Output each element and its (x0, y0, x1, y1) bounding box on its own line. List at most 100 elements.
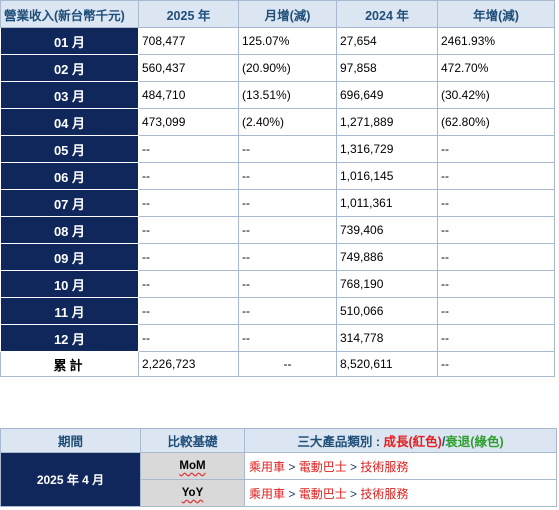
revenue-header-row: 營業收入(新台幣千元) 2025 年 月增(減) 2024 年 年增(減) (0, 0, 555, 28)
comparison-row-mom: 2025 年 4 月 MoM 乘用車 > 電動巴士 > 技術服務 (0, 452, 557, 507)
total-2025: 2,226,723 (138, 351, 239, 377)
month-label: 10 月 (0, 270, 139, 298)
month-row: 01 月 708,477 125.07% 27,654 2461.93% (0, 27, 555, 55)
category-separator: / (441, 435, 446, 449)
value-yoy: -- (437, 243, 555, 271)
value-mom: (2.40%) (238, 108, 337, 136)
value-2025: 708,477 (138, 27, 239, 55)
product-sep: > (285, 459, 299, 474)
value-mom: -- (238, 270, 337, 298)
product-electric-bus: 電動巴士 (298, 486, 347, 501)
product-sep: > (346, 459, 361, 474)
total-mom: -- (238, 351, 337, 377)
value-2025: -- (138, 189, 239, 217)
product-electric-bus: 電動巴士 (298, 459, 347, 474)
month-label: 05 月 (0, 135, 139, 163)
month-row: 12 月 -- -- 314,778 -- (0, 324, 555, 352)
header-mom: 月增(減) (238, 0, 337, 28)
month-label: 08 月 (0, 216, 139, 244)
value-2024: 97,858 (336, 54, 438, 82)
product-sep: > (346, 486, 361, 501)
header-basis: 比較基礎 (140, 428, 245, 453)
month-row: 02 月 560,437 (20.90%) 97,858 472.70% (0, 54, 555, 82)
month-label: 02 月 (0, 54, 139, 82)
comparison-row-yoy: YoY 乘用車 > 電動巴士 > 技術服務 (1, 479, 557, 507)
value-2024: 1,316,729 (336, 135, 438, 163)
month-label: 03 月 (0, 81, 139, 109)
basis-mom-label: MoM (179, 460, 206, 472)
value-yoy: (30.42%) (437, 81, 555, 109)
product-passenger-car: 乘用車 (249, 459, 286, 474)
basis-yoy: YoY (140, 479, 245, 507)
value-2025: -- (138, 270, 239, 298)
value-mom: -- (238, 162, 337, 190)
month-label: 01 月 (0, 27, 139, 55)
month-label: 04 月 (0, 108, 139, 136)
month-row: 05 月 -- -- 1,316,729 -- (0, 135, 555, 163)
header-2025: 2025 年 (138, 0, 239, 28)
period-cell: 2025 年 4 月 (0, 452, 141, 507)
value-2024: 27,654 (336, 27, 438, 55)
value-2024: 314,778 (336, 324, 438, 352)
comparison-table: 期間 比較基礎 三大產品類別 : 成長(紅色)/衰退(綠色) 2025 年 4 … (0, 428, 557, 507)
product-tech-service: 技術服務 (360, 459, 409, 474)
value-2024: 1,011,361 (336, 189, 438, 217)
basis-yoy-label: YoY (181, 487, 204, 499)
month-row: 03 月 484,710 (13.51%) 696,649 (30.42%) (0, 81, 555, 109)
value-mom: -- (238, 324, 337, 352)
month-row: 04 月 473,099 (2.40%) 1,271,889 (62.80%) (0, 108, 555, 136)
month-label: 12 月 (0, 324, 139, 352)
month-label: 06 月 (0, 162, 139, 190)
value-2024: 749,886 (336, 243, 438, 271)
revenue-table: 營業收入(新台幣千元) 2025 年 月增(減) 2024 年 年增(減) 01… (0, 0, 555, 377)
value-yoy: -- (437, 270, 555, 298)
month-row: 10 月 -- -- 768,190 -- (0, 270, 555, 298)
value-mom: (13.51%) (238, 81, 337, 109)
products-yoy: 乘用車 > 電動巴士 > 技術服務 (244, 479, 557, 507)
value-2025: 484,710 (138, 81, 239, 109)
product-passenger-car: 乘用車 (249, 486, 286, 501)
month-row: 09 月 -- -- 749,886 -- (0, 243, 555, 271)
total-yoy: -- (437, 351, 555, 377)
value-mom: -- (238, 297, 337, 325)
value-mom: -- (238, 135, 337, 163)
header-yoy: 年增(減) (437, 0, 555, 28)
value-yoy: -- (437, 162, 555, 190)
value-2025: -- (138, 216, 239, 244)
comparison-header-row: 期間 比較基礎 三大產品類別 : 成長(紅色)/衰退(綠色) (0, 428, 557, 453)
total-label: 累計 (0, 351, 139, 377)
value-2024: 696,649 (336, 81, 438, 109)
value-2025: -- (138, 297, 239, 325)
product-sep: > (285, 486, 299, 501)
value-yoy: -- (437, 135, 555, 163)
value-mom: (20.90%) (238, 54, 337, 82)
value-yoy: 2461.93% (437, 27, 555, 55)
value-yoy: (62.80%) (437, 108, 555, 136)
month-row: 07 月 -- -- 1,011,361 -- (0, 189, 555, 217)
value-2024: 739,406 (336, 216, 438, 244)
product-tech-service: 技術服務 (360, 486, 409, 501)
month-label: 07 月 (0, 189, 139, 217)
value-2024: 768,190 (336, 270, 438, 298)
value-2024: 1,271,889 (336, 108, 438, 136)
month-label: 11 月 (0, 297, 139, 325)
value-2025: -- (138, 243, 239, 271)
value-yoy: -- (437, 297, 555, 325)
total-row: 累計 2,226,723 -- 8,520,611 -- (0, 351, 555, 377)
value-yoy: -- (437, 216, 555, 244)
value-yoy: -- (437, 189, 555, 217)
header-2024: 2024 年 (336, 0, 438, 28)
month-row: 08 月 -- -- 739,406 -- (0, 216, 555, 244)
value-mom: 125.07% (238, 27, 337, 55)
value-mom: -- (238, 243, 337, 271)
value-yoy: 472.70% (437, 54, 555, 82)
value-2024: 1,016,145 (336, 162, 438, 190)
value-2024: 510,066 (336, 297, 438, 325)
month-row: 06 月 -- -- 1,016,145 -- (0, 162, 555, 190)
value-2025: -- (138, 324, 239, 352)
category-decline-legend: 衰退(綠色) (445, 435, 504, 449)
value-mom: -- (238, 189, 337, 217)
value-2025: 473,099 (138, 108, 239, 136)
month-label: 09 月 (0, 243, 139, 271)
basis-mom: MoM (140, 452, 245, 480)
